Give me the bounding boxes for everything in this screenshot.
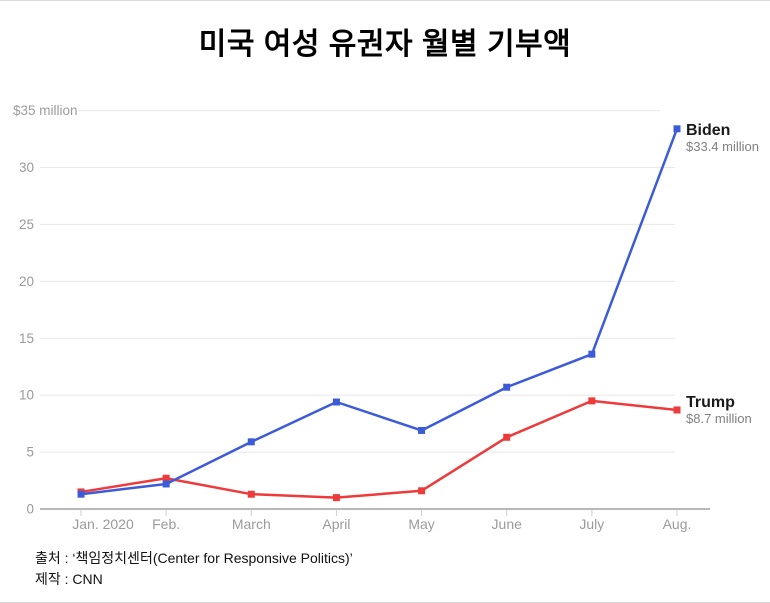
chart-title: 미국 여성 유권자 월별 기부액 bbox=[198, 28, 572, 61]
x-axis-tick-label: April bbox=[322, 516, 350, 532]
biden-marker bbox=[588, 350, 596, 358]
y-axis-tick-label: 15 bbox=[19, 331, 34, 346]
trump-marker bbox=[162, 474, 170, 482]
x-axis-tick-label: Feb. bbox=[152, 516, 180, 532]
trump-marker bbox=[503, 433, 511, 441]
y-axis-tick-label: 30 bbox=[19, 160, 34, 175]
x-axis-tick-label: June bbox=[492, 516, 523, 532]
y-axis-tick-label: 0 bbox=[26, 502, 34, 517]
trump-marker bbox=[673, 406, 681, 414]
trump-marker bbox=[332, 494, 340, 502]
x-axis-tick-label: July bbox=[579, 516, 604, 532]
x-axis-tick-label: May bbox=[408, 516, 434, 532]
biden-marker bbox=[162, 480, 170, 488]
biden-marker bbox=[418, 426, 426, 434]
biden-marker bbox=[673, 125, 681, 133]
chart-footer: 출처 : ‘책임정치센터(Center for Responsive Polit… bbox=[35, 548, 353, 590]
trump-marker bbox=[418, 487, 426, 495]
biden-marker bbox=[247, 438, 255, 446]
x-axis-tick-label: Jan. 2020 bbox=[72, 516, 134, 532]
y-axis-tick-label: 25 bbox=[19, 217, 34, 232]
biden-marker bbox=[77, 490, 85, 498]
biden-line bbox=[80, 128, 679, 496]
x-axis-tick-label: Aug. bbox=[663, 516, 692, 532]
biden-series-name: Biden bbox=[686, 121, 731, 139]
x-axis-tick-label: March bbox=[232, 516, 271, 532]
y-axis-tick-label: 10 bbox=[19, 388, 34, 403]
y-axis-tick-label: 5 bbox=[26, 445, 34, 460]
biden-end-label: Biden $33.4 million bbox=[686, 122, 759, 155]
biden-marker bbox=[332, 398, 340, 406]
biden-series-value: $33.4 million bbox=[686, 138, 759, 154]
trump-series-name: Trump bbox=[686, 393, 735, 411]
trump-marker bbox=[247, 490, 255, 498]
source-line: 출처 : ‘책임정치센터(Center for Responsive Polit… bbox=[35, 550, 353, 566]
trump-marker bbox=[588, 397, 596, 405]
trump-line bbox=[80, 399, 678, 499]
credit-line: 제작 : CNN bbox=[35, 571, 103, 587]
trump-end-label: Trump $8.7 million bbox=[686, 394, 752, 427]
biden-marker bbox=[503, 383, 511, 391]
y-axis-top-label: $35 million bbox=[13, 103, 78, 118]
y-axis-tick-label: 20 bbox=[19, 274, 34, 289]
trump-series-value: $8.7 million bbox=[686, 410, 752, 426]
